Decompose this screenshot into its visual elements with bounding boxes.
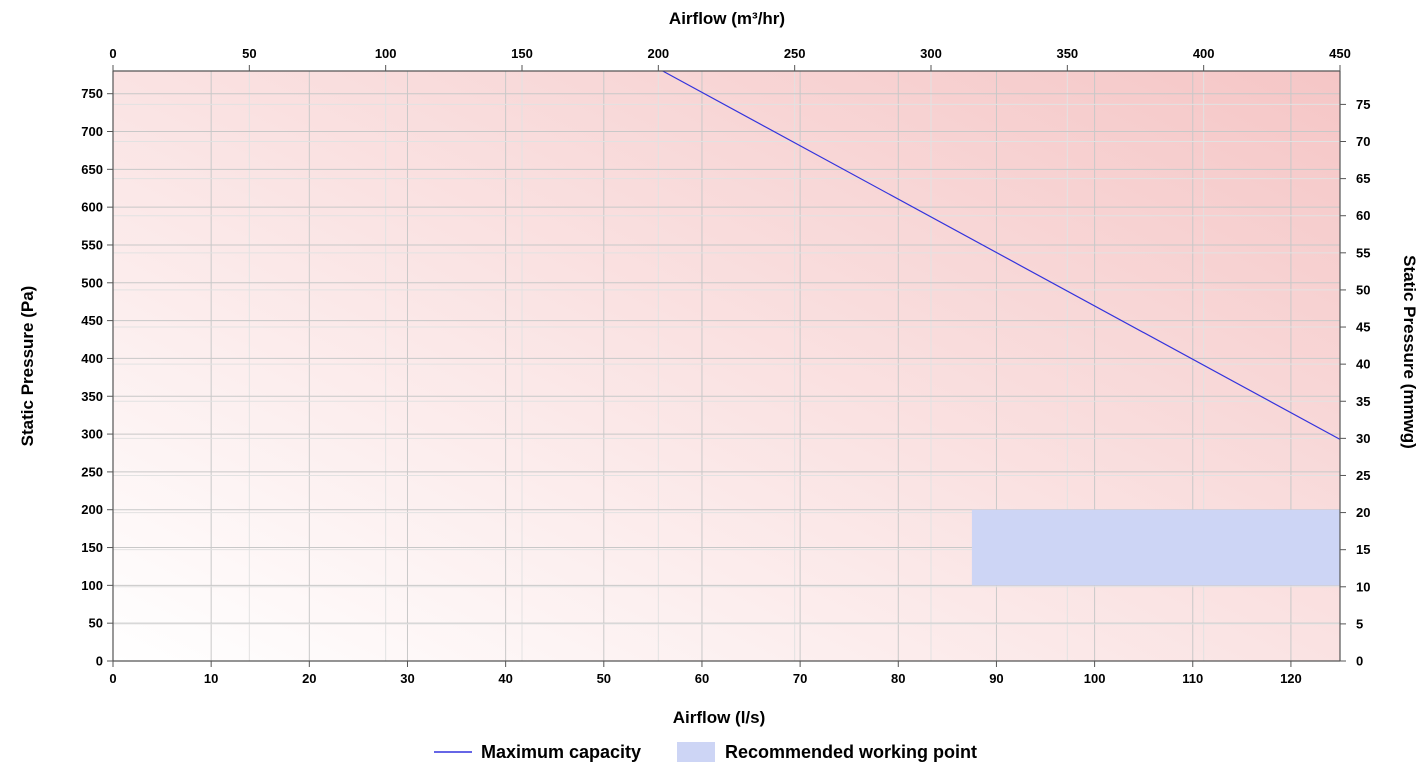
- y-right-tick-label: 55: [1356, 245, 1370, 260]
- y-left-tick-label: 650: [81, 162, 103, 177]
- x-top-tick-label: 400: [1193, 46, 1215, 61]
- y-left-tick-label: 350: [81, 389, 103, 404]
- y-left-tick-label: 50: [89, 616, 103, 631]
- y-right-tick-label: 70: [1356, 134, 1370, 149]
- y-left-tick-label: 600: [81, 200, 103, 215]
- y-left-tick-label: 750: [81, 86, 103, 101]
- x-bottom-tick-label: 110: [1182, 671, 1203, 686]
- y-left-tick-label: 300: [81, 427, 103, 442]
- x-top-tick-label: 200: [647, 46, 669, 61]
- x-bottom-tick-label: 120: [1280, 671, 1302, 686]
- y-right-tick-label: 65: [1356, 171, 1370, 186]
- legend-label-maximum-capacity: Maximum capacity: [481, 742, 641, 762]
- y-right-tick-label: 5: [1356, 616, 1363, 631]
- x-bottom-tick-label: 40: [498, 671, 512, 686]
- legend: Maximum capacity Recommended working poi…: [434, 742, 977, 762]
- x-top-tick-label: 50: [242, 46, 256, 61]
- y-left-tick-label: 100: [81, 578, 103, 593]
- y-right-tick-label: 10: [1356, 579, 1370, 594]
- capacity-line-layer: [662, 70, 1341, 440]
- y-left-tick-label: 500: [81, 275, 103, 290]
- y-right-tick-label: 60: [1356, 208, 1370, 223]
- working-point-area-layer: [971, 509, 1340, 586]
- y-left-tick-label: 400: [81, 351, 103, 366]
- x-bottom-tick-label: 80: [891, 671, 905, 686]
- y-left-tick-label: 200: [81, 502, 103, 517]
- recommended-working-point-area: [971, 509, 1340, 586]
- x-bottom-tick-label: 60: [695, 671, 709, 686]
- y-right-tick-label: 50: [1356, 282, 1370, 297]
- y-right-tick-label: 40: [1356, 357, 1370, 372]
- y-left-tick-label: 450: [81, 313, 103, 328]
- x-bottom-tick-label: 30: [400, 671, 414, 686]
- x-bottom-axis-title: Airflow (l/s): [673, 708, 766, 727]
- x-top-tick-label: 250: [784, 46, 806, 61]
- y-right-tick-label: 35: [1356, 394, 1370, 409]
- x-top-tick-label: 450: [1329, 46, 1351, 61]
- y-left-axis-title: Static Pressure (Pa): [18, 286, 37, 447]
- x-bottom-tick-label: 20: [302, 671, 316, 686]
- x-bottom-tick-label: 100: [1084, 671, 1106, 686]
- x-bottom-tick-label: 0: [109, 671, 116, 686]
- x-bottom-tick-label: 90: [989, 671, 1003, 686]
- y-left-tick-label: 550: [81, 237, 103, 252]
- x-top-tick-label: 300: [920, 46, 942, 61]
- legend-label-recommended-working-point: Recommended working point: [725, 742, 977, 762]
- x-bottom-tick-label: 10: [204, 671, 218, 686]
- y-left-tick-label: 0: [96, 654, 103, 669]
- x-top-tick-label: 350: [1056, 46, 1078, 61]
- y-right-tick-label: 45: [1356, 320, 1370, 335]
- x-bottom-tick-label: 70: [793, 671, 807, 686]
- y-right-tick-label: 75: [1356, 97, 1370, 112]
- x-bottom-tick-label: 50: [597, 671, 611, 686]
- y-right-tick-label: 30: [1356, 431, 1370, 446]
- y-left-tick-label: 150: [81, 540, 103, 555]
- y-right-axis-title: Static Pressure (mmwg): [1400, 255, 1419, 449]
- maximum-capacity-line: [662, 70, 1341, 440]
- x-top-tick-label: 0: [109, 46, 116, 61]
- x-top-axis-title: Airflow (m³/hr): [669, 9, 785, 28]
- x-top-tick-label: 100: [375, 46, 397, 61]
- y-right-tick-label: 25: [1356, 468, 1370, 483]
- x-top-tick-label: 150: [511, 46, 533, 61]
- y-right-tick-label: 20: [1356, 505, 1370, 520]
- y-right-tick-label: 0: [1356, 654, 1363, 669]
- y-left-tick-label: 700: [81, 124, 103, 139]
- y-left-tick-label: 250: [81, 464, 103, 479]
- y-right-tick-label: 15: [1356, 542, 1370, 557]
- legend-area-swatch: [677, 742, 715, 762]
